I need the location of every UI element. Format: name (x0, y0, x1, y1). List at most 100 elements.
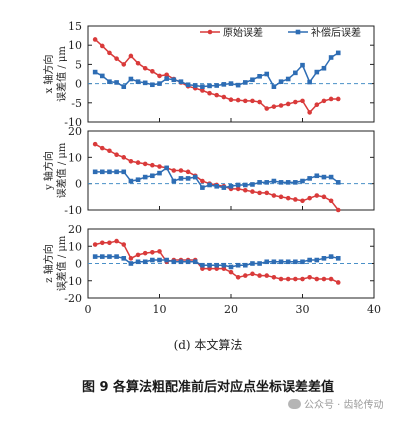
data-point (285, 180, 291, 185)
data-point (278, 259, 284, 265)
wechat-icon (288, 399, 301, 409)
y-axis-label: z 轴方向 误差值 / μm (42, 235, 68, 291)
data-point (221, 185, 227, 190)
data-point (300, 62, 305, 68)
data-point (264, 71, 270, 77)
series-compensated-error (92, 165, 341, 190)
data-point (278, 194, 284, 200)
data-point (164, 72, 169, 78)
data-point (114, 56, 119, 61)
series-original-error (92, 37, 341, 115)
x-tick-label: 20 (224, 303, 238, 316)
data-point (271, 193, 277, 198)
data-point (128, 261, 134, 266)
data-point (142, 250, 148, 256)
data-point (107, 254, 112, 259)
data-point (121, 62, 127, 67)
data-point (157, 170, 162, 176)
y-axis-label-line: 误差值 / μm (55, 142, 68, 198)
plot-frame (87, 130, 375, 211)
data-point (235, 97, 241, 103)
data-point (335, 207, 341, 213)
data-point (107, 79, 112, 84)
data-point (257, 273, 262, 278)
data-point (207, 182, 212, 188)
data-point (293, 99, 298, 105)
data-point (150, 249, 155, 255)
data-point (264, 259, 270, 265)
data-point (243, 98, 248, 104)
data-point (185, 259, 191, 265)
data-point (314, 69, 320, 75)
data-point (257, 74, 262, 79)
data-point (235, 182, 241, 188)
data-point (157, 81, 162, 86)
y-tick-label: 0 (75, 78, 82, 91)
data-point (278, 79, 284, 84)
data-point (250, 77, 255, 83)
data-point (128, 76, 134, 82)
data-point (192, 259, 198, 265)
data-point (100, 254, 105, 259)
data-point (200, 262, 205, 268)
data-point (228, 269, 234, 275)
data-point (207, 262, 212, 268)
data-point (121, 242, 127, 247)
data-point (107, 148, 112, 154)
legend-label: 补偿后误差 (311, 26, 361, 39)
data-point (135, 259, 141, 265)
y-tick-label: 0 (75, 258, 82, 271)
data-point (300, 276, 305, 282)
data-point (314, 193, 320, 198)
data-point (228, 81, 234, 86)
data-point (135, 160, 141, 165)
legend-label: 原始误差 (223, 26, 263, 39)
data-point (335, 180, 341, 185)
data-point (235, 275, 241, 280)
data-point (178, 168, 184, 173)
data-point (92, 254, 98, 259)
data-point (185, 169, 191, 175)
data-point (128, 256, 134, 261)
y-tick-label: 10 (68, 240, 82, 253)
data-point (157, 249, 162, 254)
data-point (121, 84, 127, 89)
data-point (178, 176, 184, 181)
data-point (307, 257, 312, 263)
data-point (150, 162, 155, 168)
data-point (114, 238, 119, 244)
data-point (114, 80, 119, 85)
data-point (271, 84, 277, 89)
data-point (200, 178, 205, 184)
data-point (250, 271, 255, 277)
y-tick-label: -10 (64, 116, 82, 129)
data-point (271, 104, 277, 109)
data-point (328, 96, 334, 102)
data-point (92, 242, 98, 247)
data-point (171, 168, 177, 173)
data-point (250, 261, 255, 266)
data-point (300, 198, 305, 204)
figure-caption: 图 9 各算法粗配准前后对应点坐标误差差值 (81, 380, 335, 395)
data-point (321, 194, 327, 200)
data-point (157, 164, 162, 169)
data-point (228, 264, 234, 270)
data-point (300, 259, 305, 265)
data-point (285, 276, 291, 282)
data-point (100, 43, 105, 49)
y-axis-label-line: 误差值 / μm (55, 235, 68, 291)
data-point (314, 276, 320, 282)
data-point (307, 176, 312, 181)
data-point (135, 177, 141, 183)
sub-caption: (d) 本文算法 (173, 338, 243, 352)
data-point (243, 262, 248, 268)
data-point (307, 79, 312, 85)
data-point (107, 169, 112, 175)
data-point (235, 262, 241, 268)
data-point (257, 180, 262, 185)
data-point (192, 83, 198, 88)
data-point (293, 70, 298, 76)
data-point (92, 141, 98, 147)
data-point (228, 97, 234, 103)
